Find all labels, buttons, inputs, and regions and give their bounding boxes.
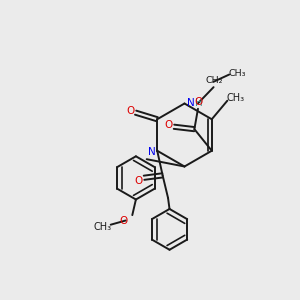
Text: H: H [195,98,203,108]
Text: O: O [164,120,173,130]
Text: CH₂: CH₂ [206,76,223,85]
Text: O: O [120,215,128,226]
Text: CH₃: CH₃ [229,69,246,78]
Text: O: O [134,176,143,186]
Text: O: O [195,97,203,107]
Text: CH₃: CH₃ [227,93,245,103]
Text: N: N [148,147,156,157]
Text: O: O [126,106,134,116]
Text: N: N [187,98,195,108]
Text: CH₃: CH₃ [94,222,112,232]
